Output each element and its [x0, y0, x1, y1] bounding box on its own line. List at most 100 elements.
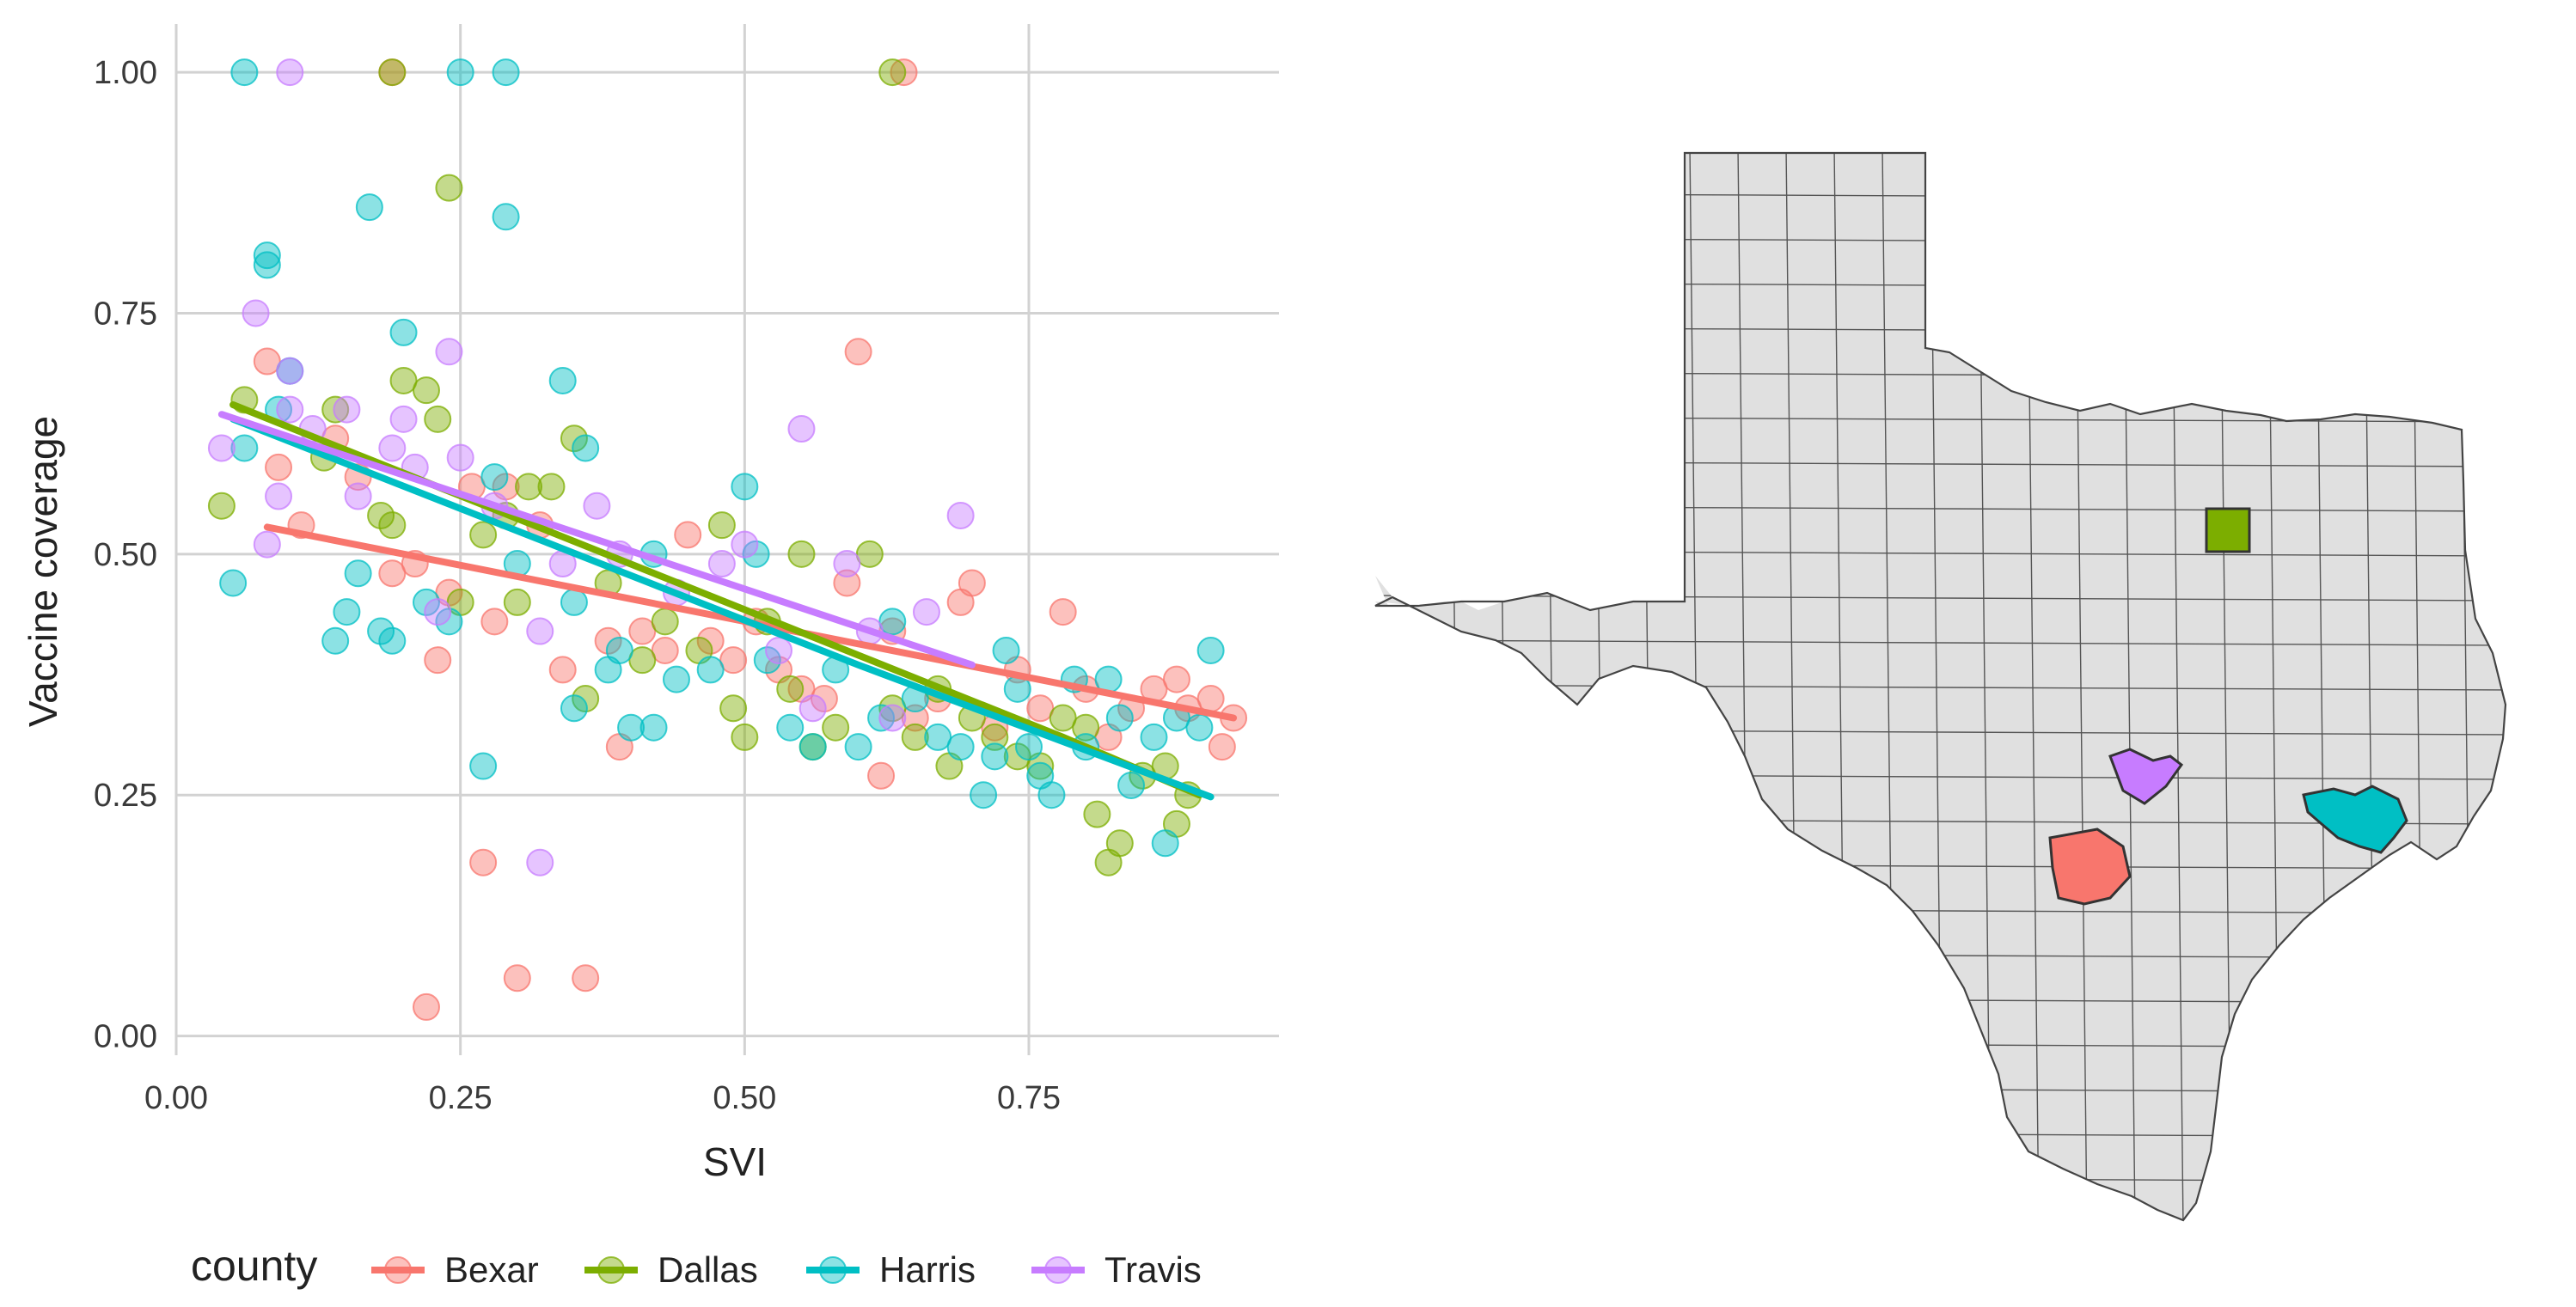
point-travis	[207, 434, 236, 462]
point-travis	[242, 299, 270, 327]
county-border	[1375, 1086, 2506, 1093]
point-bexar	[719, 646, 748, 675]
county-travis	[2108, 748, 2184, 805]
county-border	[1375, 1131, 2506, 1138]
legend-item-travis: Travis	[1031, 1249, 1202, 1290]
county-bexar	[2048, 828, 2132, 906]
point-dallas	[731, 723, 759, 751]
point-harris	[253, 251, 281, 279]
point-travis	[526, 617, 554, 645]
county-border	[1375, 684, 2506, 691]
legend-item-dallas: Dallas	[584, 1249, 758, 1290]
point-travis	[707, 550, 736, 578]
legend-item-bexar: Bexar	[371, 1249, 539, 1290]
point-harris	[731, 473, 759, 501]
county-border	[1375, 1176, 2506, 1182]
county-border	[2508, 146, 2520, 1229]
county-border	[1375, 237, 2506, 244]
point-travis	[798, 694, 827, 723]
point-bexar	[1196, 685, 1225, 713]
point-harris	[435, 608, 463, 636]
point-bexar	[412, 992, 440, 1021]
point-harris	[1117, 771, 1146, 799]
point-harris	[378, 626, 407, 655]
point-harris	[1105, 704, 1134, 732]
scatter-points	[207, 58, 1248, 1021]
county-dallas	[2205, 507, 2251, 553]
trend-line-travis	[217, 411, 976, 669]
point-travis	[731, 530, 759, 559]
point-dallas	[628, 646, 657, 675]
point-harris	[367, 617, 395, 645]
point-harris	[617, 713, 646, 742]
point-dallas	[207, 492, 236, 520]
county-harris	[2302, 785, 2408, 854]
point-harris	[924, 723, 952, 751]
point-dallas	[1072, 713, 1100, 742]
point-bexar	[503, 964, 531, 992]
point-dallas	[378, 58, 407, 87]
texas-outline	[1374, 151, 2507, 1222]
trend-line-harris	[229, 415, 1215, 801]
point-dallas	[412, 376, 440, 405]
point-harris	[480, 463, 509, 492]
legend-label: Harris	[879, 1249, 976, 1290]
point-bexar	[696, 626, 725, 655]
point-dallas	[378, 511, 407, 540]
point-dallas	[537, 473, 566, 501]
point-bexar	[378, 559, 407, 588]
y-tick-label: 1.00	[94, 55, 157, 91]
point-dallas	[560, 424, 588, 453]
point-harris	[230, 434, 259, 462]
point-dallas	[707, 511, 736, 540]
texas-county-map	[1374, 146, 2520, 1229]
point-dallas	[572, 685, 600, 713]
point-travis	[253, 530, 281, 559]
legend-items: Bexar Dallas Harris Travis	[371, 1249, 1202, 1290]
legend-title: county	[191, 1242, 317, 1290]
point-bexar	[1208, 733, 1236, 761]
point-harris	[412, 588, 440, 616]
point-bexar	[594, 626, 622, 655]
point-dallas	[1003, 742, 1031, 771]
county-border	[1641, 153, 1655, 1220]
point-dallas	[321, 395, 350, 424]
point-dallas	[776, 675, 805, 703]
x-tick-label: 0.25	[429, 1080, 493, 1116]
point-bexar	[424, 646, 452, 675]
point-harris	[560, 694, 588, 723]
county-border	[1496, 153, 1510, 1220]
point-harris	[605, 636, 633, 664]
point-harris	[492, 203, 520, 231]
point-bexar	[469, 848, 498, 876]
point-bexar	[651, 636, 679, 664]
point-dallas	[1083, 800, 1111, 828]
point-dallas	[855, 540, 884, 568]
point-bexar	[548, 656, 577, 684]
legend-key-point	[819, 1256, 847, 1284]
county-border	[1375, 282, 2506, 289]
point-dallas	[787, 540, 816, 568]
point-harris	[344, 559, 372, 588]
point-travis	[276, 395, 304, 424]
point-bexar	[1162, 665, 1190, 693]
point-dallas	[389, 366, 418, 394]
point-bexar	[833, 569, 861, 597]
point-harris	[333, 598, 361, 626]
point-dallas	[424, 405, 452, 433]
point-dallas	[515, 473, 543, 501]
point-travis	[526, 848, 554, 876]
point-dallas	[1105, 829, 1134, 858]
grid-lines	[174, 24, 1279, 1055]
point-travis	[389, 405, 418, 433]
point-harris	[1151, 829, 1179, 858]
point-dallas	[367, 501, 395, 529]
point-harris	[355, 193, 383, 222]
point-harris	[389, 318, 418, 346]
county-border	[1593, 153, 1606, 1220]
y-tick-label: 0.50	[94, 537, 157, 573]
point-bexar	[1026, 694, 1055, 723]
point-harris	[844, 733, 872, 761]
x-tick-label: 0.75	[997, 1080, 1061, 1116]
point-dallas	[901, 723, 929, 751]
